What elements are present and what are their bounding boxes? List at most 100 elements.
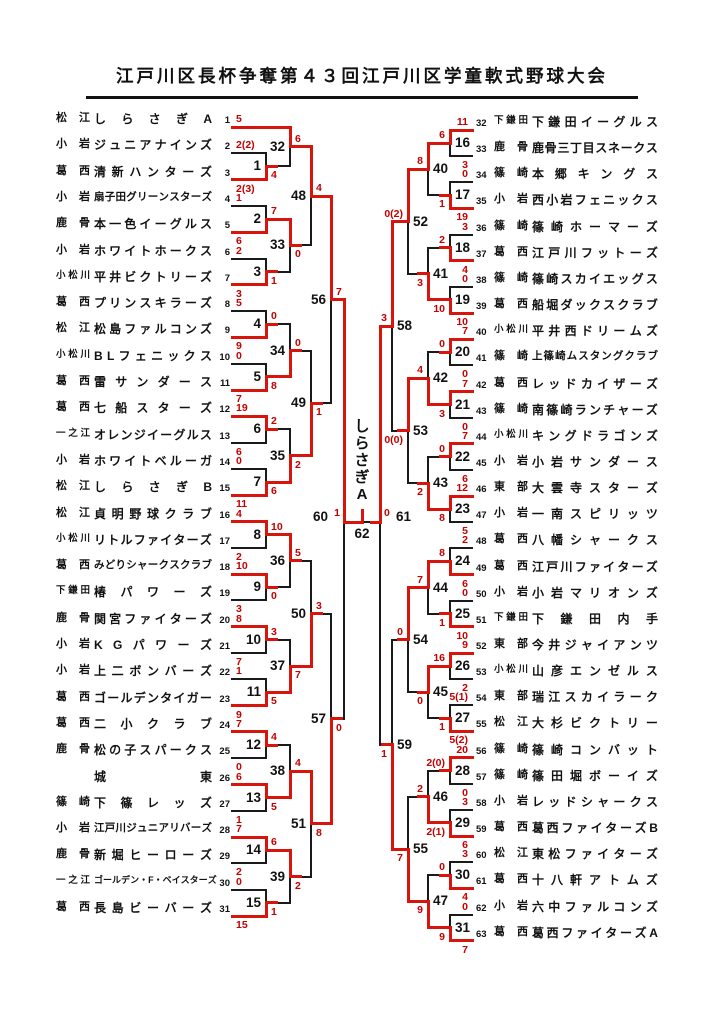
team-district: 小岩 (494, 193, 528, 206)
team-name: 瑞江スカイラーク (532, 690, 658, 705)
score-label: 0 (236, 875, 242, 888)
score-label: 3 (236, 603, 242, 616)
team-name: 篠崎コンバット (532, 742, 658, 757)
score-label: 3 (316, 599, 322, 612)
match-number: 13 (245, 789, 261, 805)
bracket-line (449, 521, 473, 524)
bracket-line (448, 311, 474, 315)
bracket-line (449, 665, 451, 681)
bracket-line (288, 349, 302, 353)
score-label: 0 (462, 420, 468, 433)
match-number: 29 (455, 814, 471, 830)
bracket-line (448, 612, 452, 629)
team-district: 下鎌田 (494, 611, 528, 623)
team-seed: 23 (219, 693, 230, 705)
bracket-line (426, 559, 430, 590)
team-seed: 11 (219, 378, 230, 389)
bracket-line (310, 559, 312, 615)
team-district: 小岩 (494, 507, 528, 520)
bracket-line (264, 164, 268, 182)
team-seed: 33 (476, 144, 487, 156)
match-number: 6 (253, 421, 261, 437)
team-name: 下篠レッズ (94, 795, 212, 810)
team-district: 小岩 (494, 454, 528, 467)
score-label: 5 (271, 800, 277, 813)
score-label: 0 (462, 586, 468, 599)
team-seed: 36 (476, 222, 487, 234)
bracket-line (449, 351, 451, 367)
team-district: 小岩 (56, 638, 90, 650)
score-label: 0 (295, 248, 301, 261)
team-seed: 27 (219, 798, 230, 810)
bracket-line (449, 547, 451, 563)
bracket-line (265, 744, 291, 747)
team-name: 本郷キングス (532, 167, 658, 182)
bracket-line (265, 257, 267, 273)
bracket-line (416, 899, 430, 903)
team-seed: 58 (476, 797, 487, 809)
bracket-line (407, 795, 409, 851)
score-label: 2 (417, 486, 423, 499)
bracket-line (231, 467, 267, 470)
bracket-line (449, 861, 451, 877)
score-label: 9 (236, 340, 242, 353)
team-district: 小松川 (56, 348, 90, 360)
score-label: 19 (236, 402, 248, 415)
bracket-line (264, 901, 268, 918)
team-district: 松江 (56, 112, 90, 124)
team-seed: 7 (224, 272, 230, 284)
team-name: オレンジイーグルス (94, 427, 212, 442)
bracket-line (264, 480, 292, 484)
bracket-line (448, 729, 474, 733)
score-label: 1 (236, 665, 242, 678)
bracket-line (438, 193, 452, 197)
bracket-line (449, 403, 451, 419)
score-label: 1 (439, 616, 445, 629)
match-number: 14 (245, 842, 261, 858)
bracket-line (448, 442, 452, 459)
team-name: 雷サンダース (94, 375, 212, 389)
score-label: 10 (456, 316, 468, 329)
match-number: 45 (433, 684, 449, 700)
score-label: 8 (316, 826, 322, 839)
score-label: 2 (462, 534, 468, 547)
bracket-line (438, 821, 452, 825)
score-label: 7 (397, 852, 403, 865)
bracket-line (288, 875, 302, 879)
score-label: 7 (462, 429, 468, 442)
score-label: 2(2) (236, 139, 255, 152)
bracket-line (309, 194, 323, 198)
bracket-line (390, 220, 394, 328)
team-district: 篠崎 (494, 271, 528, 284)
score-label: 2 (236, 550, 242, 563)
bracket-line (427, 455, 429, 485)
bracket-line (427, 874, 429, 903)
score-label: 9 (236, 708, 242, 721)
team-district: 鹿骨 (56, 611, 90, 624)
team-name: 一南スピリッツ (532, 507, 658, 522)
score-label: 0 (462, 900, 468, 913)
bracket-line (449, 599, 473, 602)
bracket-line (230, 414, 268, 418)
bracket-line (288, 349, 292, 379)
bracket-line (288, 145, 302, 149)
team-district: 篠崎 (494, 167, 528, 180)
score-label: 7 (417, 573, 423, 586)
bracket-line (288, 769, 302, 773)
bracket-line (361, 521, 377, 524)
bracket-line (264, 835, 268, 852)
score-label: 9 (462, 639, 468, 651)
bracket-line (427, 769, 429, 798)
bracket-line (231, 862, 267, 865)
score-label: 6 (236, 235, 242, 248)
bracket-line (448, 298, 452, 315)
bracket-line (449, 155, 473, 158)
bracket-line (231, 204, 267, 207)
bracket-line (342, 520, 364, 524)
bracket-line (449, 704, 451, 720)
team-seed: 30 (219, 877, 230, 889)
bracket-line (231, 546, 267, 549)
team-seed: 38 (476, 274, 487, 286)
team-district: 葛西 (56, 164, 90, 177)
